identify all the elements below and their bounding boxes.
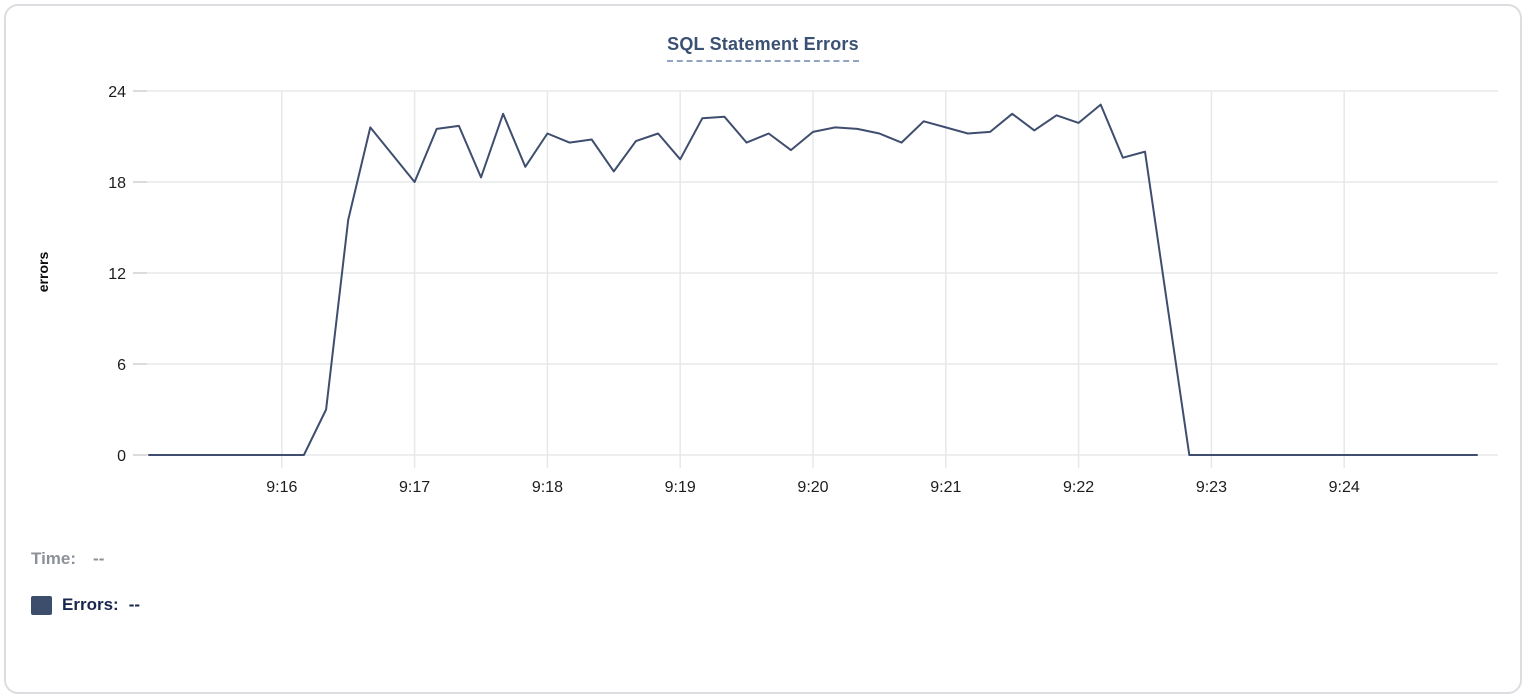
x-tick-label: 9:20	[797, 479, 828, 496]
legend-row-errors: Errors: --	[31, 593, 140, 617]
legend-time-value: --	[93, 549, 105, 568]
y-tick-label: 0	[117, 448, 126, 465]
chart-header: SQL Statement Errors	[6, 34, 1520, 62]
y-axis-label: errors	[35, 251, 51, 293]
x-tick-label: 9:18	[532, 479, 563, 496]
x-tick-label: 9:24	[1329, 479, 1360, 496]
chart-title[interactable]: SQL Statement Errors	[667, 34, 859, 62]
chart-card: SQL Statement Errors 0 6 12 18 24 9:16 9:17 9:1…	[4, 4, 1522, 694]
y-tick-label: 12	[108, 266, 126, 283]
y-tick-label: 24	[108, 84, 126, 101]
x-tick-label: 9:22	[1063, 479, 1094, 496]
legend-errors-label: Errors:	[62, 595, 119, 614]
errors-line-chart[interactable]: 0 6 12 18 24 9:16 9:17 9:18 9:19 9:20 9:21 9:22 9:23…	[6, 6, 1528, 511]
y-tick-label: 18	[108, 175, 126, 192]
x-tick-label: 9:23	[1196, 479, 1227, 496]
x-tick-label: 9:16	[266, 479, 297, 496]
errors-series-line	[148, 103, 1478, 456]
legend-errors-value: --	[128, 595, 141, 614]
x-tick-label: 9:17	[399, 479, 430, 496]
chart-legend: Time: -- Errors: --	[31, 547, 140, 639]
x-tick-label: 9:19	[665, 479, 696, 496]
legend-time-label: Time:	[31, 549, 77, 568]
y-tick-label: 6	[117, 357, 126, 374]
errors-series-swatch	[31, 595, 52, 615]
x-tick-label: 9:21	[930, 479, 961, 496]
legend-row-time: Time: --	[31, 547, 140, 571]
